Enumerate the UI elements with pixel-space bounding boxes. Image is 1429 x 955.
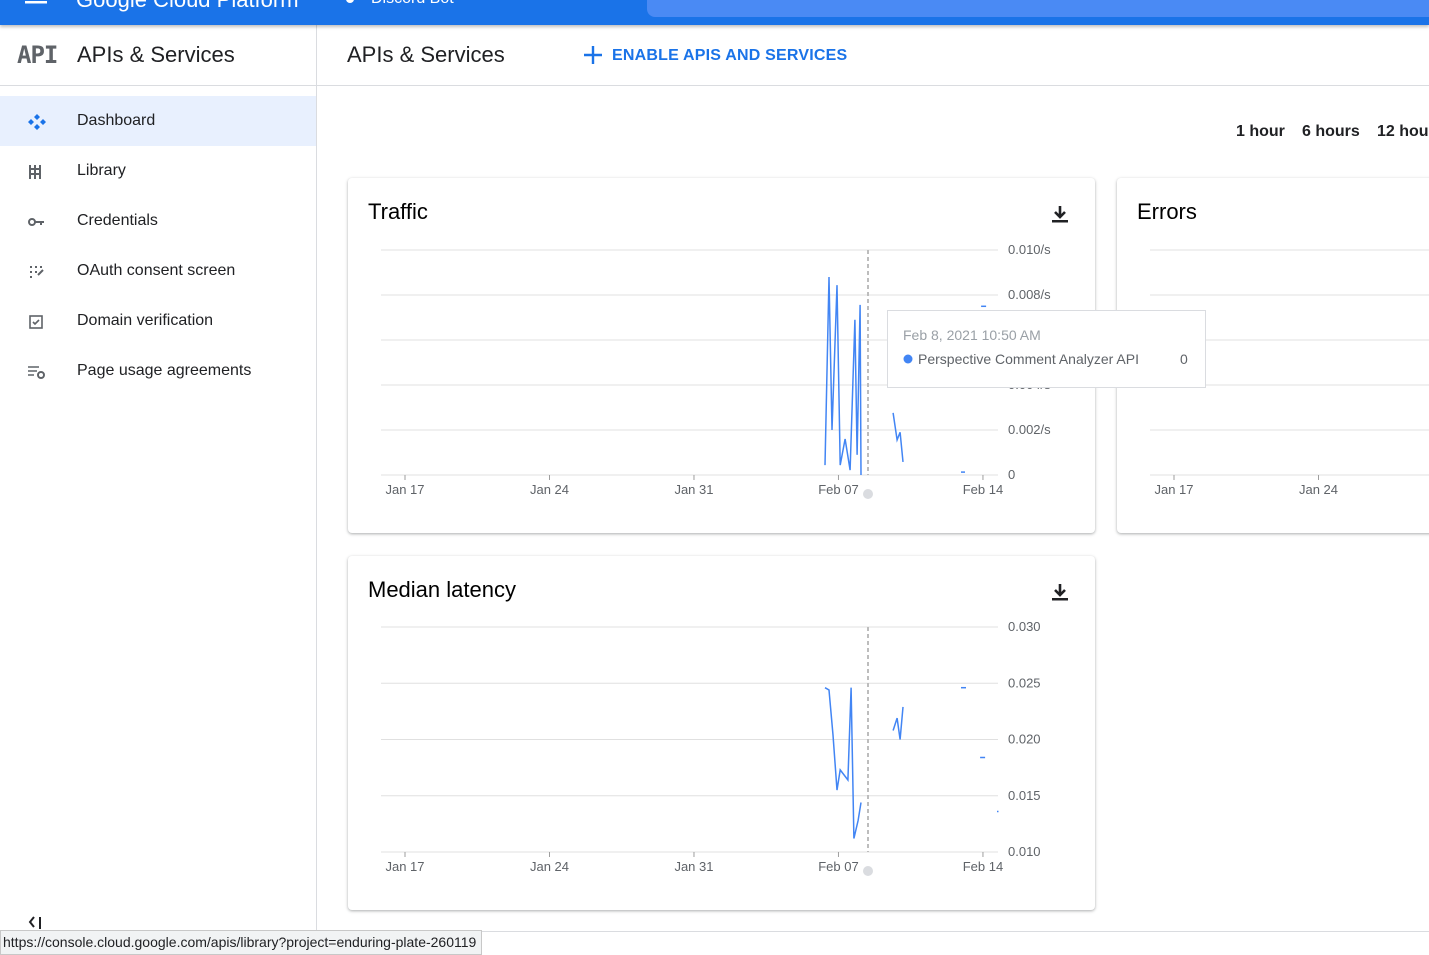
dropdown-icon[interactable] <box>476 0 488 6</box>
x-tick-label: Feb 14 <box>963 859 1003 874</box>
chart-plot: Jan 17 Jan 24 <box>1150 249 1429 497</box>
x-tick-label: Feb 14 <box>963 482 1003 497</box>
x-tick-label: Jan 17 <box>385 482 424 497</box>
legend-dot <box>903 354 913 364</box>
collapse-icon[interactable] <box>28 915 44 929</box>
series-line <box>824 276 862 476</box>
chart-plot: 0.010 0.015 0.020 0.025 0.030 Jan 17 Jan 24 Jan… <box>381 619 1041 876</box>
y-tick-label: 0.015 <box>1008 788 1041 803</box>
nav-label: Library <box>77 162 126 179</box>
chart-title: Errors <box>1137 199 1197 224</box>
x-tick-label: Jan 24 <box>530 859 569 874</box>
x-tick-label: Jan 17 <box>1154 482 1193 497</box>
nav-label: Page usage agreements <box>77 362 252 379</box>
latency-card: Median latency 0.010 0.015 0.020 0.025 0.030 J… <box>348 556 1095 910</box>
chart-title: Traffic <box>368 199 428 224</box>
tooltip-time: Feb 8, 2021 10:50 AM <box>903 327 1041 343</box>
status-bar: https://console.cloud.google.com/apis/li… <box>0 930 483 955</box>
y-tick-label: 0.020 <box>1008 732 1041 747</box>
project-name[interactable]: Discord Bot <box>371 0 454 8</box>
x-tick-label: Jan 17 <box>385 859 424 874</box>
x-tick-label: Jan 24 <box>530 482 569 497</box>
nav-icon <box>28 218 44 226</box>
hover-handle <box>863 489 873 499</box>
nav-item[interactable]: Page usage agreements <box>0 346 316 396</box>
menu-icon[interactable] <box>24 0 50 8</box>
nav-item[interactable]: Domain verification <box>0 296 316 346</box>
tooltip-value: 0 <box>1180 351 1188 367</box>
y-tick-label: 0 <box>1008 467 1015 482</box>
y-tick-label: 0.002/s <box>1008 422 1051 437</box>
divider <box>317 931 1429 932</box>
time-range-button[interactable]: 1 hour <box>1236 123 1285 140</box>
download-icon[interactable] <box>1050 204 1070 224</box>
series-line <box>892 412 904 462</box>
nav-item[interactable]: OAuth consent screen <box>0 246 316 296</box>
y-tick-label: 0.010/s <box>1008 242 1051 257</box>
nav-label: Domain verification <box>77 312 214 329</box>
project-icon <box>346 0 354 3</box>
sidebar-title: APIs & Services <box>77 42 235 67</box>
nav-icon <box>29 165 41 179</box>
y-tick-label: 0.010 <box>1008 844 1041 859</box>
nav-label: OAuth consent screen <box>77 262 236 279</box>
sidebar: API APIs & Services Dashboard Library Cred… <box>0 25 317 953</box>
y-tick-label: 0.025 <box>1008 675 1041 690</box>
x-tick-label: Feb 07 <box>818 482 858 497</box>
nav-label: Dashboard <box>77 112 156 129</box>
nav-label: Credentials <box>77 212 158 229</box>
series-line <box>824 687 862 839</box>
hover-handle <box>863 866 873 876</box>
divider <box>317 85 1429 86</box>
y-tick-label: 0.008/s <box>1008 287 1051 302</box>
chart-title: Median latency <box>368 577 516 602</box>
plus-icon[interactable] <box>583 45 603 65</box>
nav-item[interactable]: Library <box>0 146 316 196</box>
x-tick-label: Jan 31 <box>674 859 713 874</box>
tooltip-series: Perspective Comment Analyzer API <box>918 351 1139 367</box>
product-name[interactable]: Google Cloud Platform <box>76 0 299 13</box>
nav-icon <box>28 366 45 379</box>
y-tick-label: 0.030 <box>1008 619 1041 634</box>
top-bar: Google Cloud Platform Discord Bot <box>0 0 1429 25</box>
x-tick-label: Jan 24 <box>1299 482 1338 497</box>
nav-icon <box>30 266 44 278</box>
time-range-button[interactable]: 6 hours <box>1302 123 1360 140</box>
api-logo: API <box>17 41 58 69</box>
time-range-button[interactable]: 12 hours <box>1377 123 1429 140</box>
divider <box>0 85 316 86</box>
nav-item[interactable]: Credentials <box>0 196 316 246</box>
nav-icon <box>28 114 46 130</box>
page-title: APIs & Services <box>347 42 505 67</box>
download-icon[interactable] <box>1050 582 1070 602</box>
tooltip: Feb 8, 2021 10:50 AM Perspective Comment… <box>887 310 1206 388</box>
x-tick-label: Feb 07 <box>818 859 858 874</box>
nav-item[interactable]: Dashboard <box>0 96 316 146</box>
enable-apis-button[interactable]: ENABLE APIS AND SERVICES <box>612 47 848 64</box>
x-tick-label: Jan 31 <box>674 482 713 497</box>
nav-icon <box>29 315 43 329</box>
series-line <box>892 706 904 740</box>
search-box[interactable] <box>647 0 1429 17</box>
